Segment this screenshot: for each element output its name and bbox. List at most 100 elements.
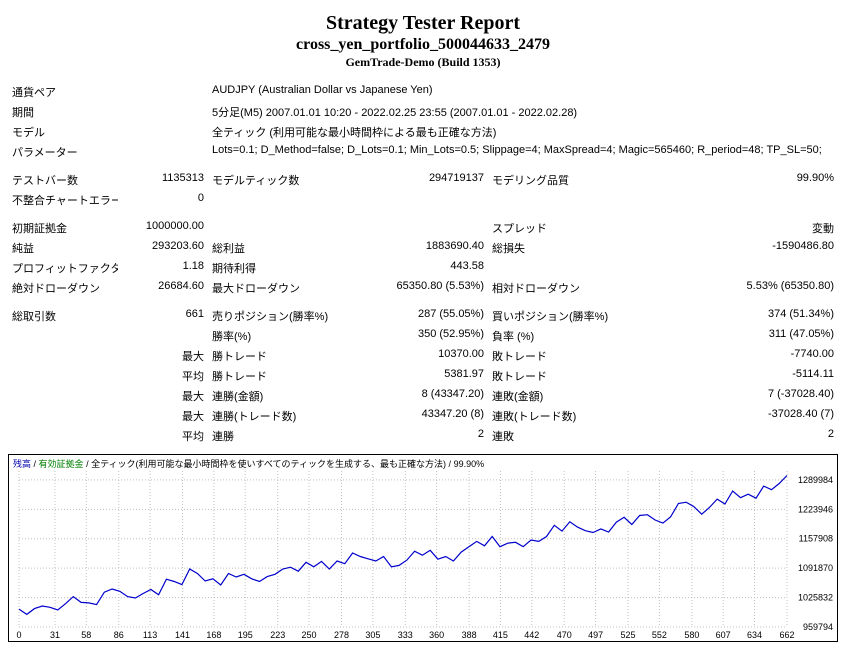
- table-row: 勝率(%) 350 (52.95%) 負率 (%) 311 (47.05%): [8, 326, 838, 346]
- loss-rate-value: 311 (47.05%): [608, 326, 838, 346]
- largest-win-label: 勝トレード: [208, 346, 328, 366]
- svg-text:113: 113: [143, 630, 157, 640]
- consloss-amt-label: 連敗(金額): [488, 386, 608, 406]
- netprofit-label: 純益: [8, 238, 118, 258]
- avg-loss-label: 敗トレード: [488, 366, 608, 386]
- avg-win-value: 5381.97: [328, 366, 488, 386]
- conswin-amt-label: 連勝(金額): [208, 386, 328, 406]
- largest-loss-label: 敗トレード: [488, 346, 608, 366]
- info-row-model: モデル 全ティック (利用可能な最小時間枠による最も正確な方法): [8, 122, 838, 142]
- maxdd-value: 65350.80 (5.53%): [328, 278, 488, 298]
- svg-text:442: 442: [524, 630, 539, 640]
- quality-label: モデリング品質: [488, 170, 608, 190]
- table-row: 絶対ドローダウン 26684.60 最大ドローダウン 65350.80 (5.5…: [8, 278, 838, 298]
- svg-text:470: 470: [557, 630, 572, 640]
- balance-chart: 残高 / 有効証拠金 / 全ティック(利用可能な最小時間枠を使いすべてのティック…: [8, 454, 838, 642]
- table-row: 最大 勝トレード 10370.00 敗トレード -7740.00: [8, 346, 838, 366]
- spread-label: スプレッド: [488, 218, 608, 238]
- short-pos-value: 287 (55.05%): [328, 306, 488, 326]
- avg-consloss-label: 連敗: [488, 426, 608, 446]
- win-rate-value: 350 (52.95%): [328, 326, 488, 346]
- period-value: 5分足(M5) 2007.01.01 10:20 - 2022.02.25 23…: [208, 102, 838, 122]
- table-row: 初期証拠金 1000000.00 スプレッド 変動: [8, 218, 838, 238]
- table-row: 純益 293203.60 総利益 1883690.40 総損失 -1590486…: [8, 238, 838, 258]
- spread-value: 変動: [608, 218, 838, 238]
- svg-text:1157908: 1157908: [799, 534, 833, 544]
- info-table: 通貨ペア AUDJPY (Australian Dollar vs Japane…: [8, 82, 838, 170]
- svg-text:86: 86: [114, 630, 124, 640]
- svg-text:1289984: 1289984: [798, 475, 833, 485]
- short-pos-label: 売りポジション(勝率%): [208, 306, 328, 326]
- info-row-pair: 通貨ペア AUDJPY (Australian Dollar vs Japane…: [8, 82, 838, 102]
- table-row: テストバー数 1135313 モデルティック数 294719137 モデリング品…: [8, 170, 838, 190]
- grossprofit-value: 1883690.40: [328, 238, 488, 258]
- svg-text:607: 607: [716, 630, 731, 640]
- pair-value: AUDJPY (Australian Dollar vs Japanese Ye…: [208, 82, 838, 102]
- maxdd-label: 最大ドローダウン: [208, 278, 328, 298]
- table-row: 総取引数 661 売りポジション(勝率%) 287 (55.05%) 買いポジシ…: [8, 306, 838, 326]
- payoff-value: 443.58: [328, 258, 488, 278]
- svg-text:223: 223: [270, 630, 285, 640]
- absdd-value: 26684.60: [118, 278, 208, 298]
- svg-text:1223946: 1223946: [798, 504, 833, 514]
- svg-text:141: 141: [175, 630, 190, 640]
- svg-text:580: 580: [684, 630, 699, 640]
- svg-text:360: 360: [429, 630, 444, 640]
- mismatch-label: 不整合チャートエラー: [8, 190, 118, 210]
- svg-text:415: 415: [493, 630, 508, 640]
- grossloss-label: 総損失: [488, 238, 608, 258]
- svg-text:1025832: 1025832: [798, 593, 833, 603]
- table-row: プロフィットファクタ 1.18 期待利得 443.58: [8, 258, 838, 278]
- win-rate-label: 勝率(%): [208, 326, 328, 346]
- avg-win-label: 勝トレード: [208, 366, 328, 386]
- bars-value: 1135313: [118, 170, 208, 190]
- table-row: 平均 連勝 2 連敗 2: [8, 426, 838, 446]
- long-pos-label: 買いポジション(勝率%): [488, 306, 608, 326]
- avg-conswin-label: 連勝: [208, 426, 328, 446]
- total-trades-label: 総取引数: [8, 306, 118, 326]
- svg-text:1091870: 1091870: [798, 563, 833, 573]
- model-value: 全ティック (利用可能な最小時間枠による最も正確な方法): [208, 122, 838, 142]
- grossloss-value: -1590486.80: [608, 238, 838, 258]
- consloss-cnt-label: 連敗(トレード数): [488, 406, 608, 426]
- deposit-value: 1000000.00: [118, 218, 208, 238]
- svg-text:278: 278: [334, 630, 349, 640]
- svg-text:525: 525: [621, 630, 636, 640]
- prefix-max: 最大: [118, 346, 208, 366]
- svg-text:195: 195: [238, 630, 253, 640]
- prefix-max3: 最大: [118, 406, 208, 426]
- conswin-cnt-label: 連勝(トレード数): [208, 406, 328, 426]
- svg-text:634: 634: [747, 630, 762, 640]
- table-row: 不整合チャートエラー 0: [8, 190, 838, 210]
- table-row: 最大 連勝(金額) 8 (43347.20) 連敗(金額) 7 (-37028.…: [8, 386, 838, 406]
- report-subtitle: cross_yen_portfolio_500044633_2479: [8, 36, 838, 54]
- table-row: 最大 連勝(トレード数) 43347.20 (8) 連敗(トレード数) -370…: [8, 406, 838, 426]
- absdd-label: 絶対ドローダウン: [8, 278, 118, 298]
- param-label: パラメーター: [8, 142, 118, 162]
- stats-table: テストバー数 1135313 モデルティック数 294719137 モデリング品…: [8, 170, 838, 446]
- reldd-label: 相対ドローダウン: [488, 278, 608, 298]
- chart-svg: 9597941025832109187011579081223946128998…: [9, 455, 837, 641]
- avg-loss-value: -5114.11: [608, 366, 838, 386]
- grossprofit-label: 総利益: [208, 238, 328, 258]
- svg-text:662: 662: [779, 630, 794, 640]
- loss-rate-label: 負率 (%): [488, 326, 608, 346]
- pf-value: 1.18: [118, 258, 208, 278]
- prefix-max2: 最大: [118, 386, 208, 406]
- mismatch-value: 0: [118, 190, 208, 210]
- pf-label: プロフィットファクタ: [8, 258, 118, 278]
- quality-value: 99.90%: [608, 170, 838, 190]
- table-row: 平均 勝トレード 5381.97 敗トレード -5114.11: [8, 366, 838, 386]
- svg-text:333: 333: [398, 630, 413, 640]
- prefix-avg2: 平均: [118, 426, 208, 446]
- consloss-amt-value: 7 (-37028.40): [608, 386, 838, 406]
- period-label: 期間: [8, 102, 118, 122]
- avg-conswin-value: 2: [328, 426, 488, 446]
- svg-text:58: 58: [81, 630, 91, 640]
- svg-text:0: 0: [16, 630, 21, 640]
- svg-text:388: 388: [462, 630, 477, 640]
- bars-label: テストバー数: [8, 170, 118, 190]
- conswin-amt-value: 8 (43347.20): [328, 386, 488, 406]
- payoff-label: 期待利得: [208, 258, 328, 278]
- netprofit-value: 293203.60: [118, 238, 208, 258]
